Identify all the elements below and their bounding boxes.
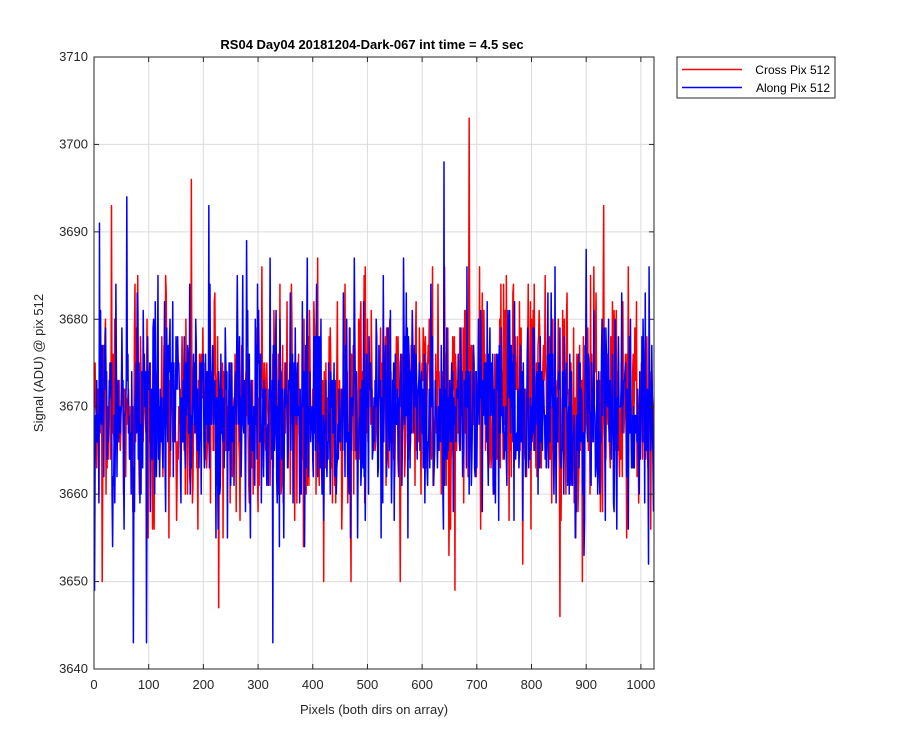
series-layer	[94, 117, 654, 644]
legend-label-cross: Cross Pix 512	[755, 63, 830, 77]
legend-box	[676, 56, 836, 99]
x-tick-label: 700	[466, 677, 488, 692]
x-tick-label: 100	[138, 677, 160, 692]
y-tick-label: 3650	[59, 574, 88, 589]
y-tick-label: 3660	[59, 486, 88, 501]
y-tick-label: 3690	[59, 224, 88, 239]
x-tick-label: 400	[302, 677, 324, 692]
x-tick-label: 500	[357, 677, 379, 692]
legend: Cross Pix 512 Along Pix 512	[676, 56, 836, 99]
x-tick-label: 800	[521, 677, 543, 692]
x-tick-label: 600	[411, 677, 433, 692]
y-tick-label: 3710	[59, 49, 88, 64]
x-tick-label: 900	[575, 677, 597, 692]
y-tick-label: 3680	[59, 311, 88, 326]
x-tick-label: 0	[90, 677, 97, 692]
y-tick-label: 3700	[59, 136, 88, 151]
x-tick-label: 1000	[626, 677, 655, 692]
legend-label-along: Along Pix 512	[756, 81, 830, 95]
axes-box	[93, 56, 655, 670]
x-axis-label: Pixels (both dirs on array)	[300, 702, 448, 717]
y-tick-label: 3670	[59, 399, 88, 414]
x-tick-label: 300	[247, 677, 269, 692]
series-line-along	[94, 161, 654, 644]
ticks: 0 100 200 300 400 500 600 700 800 900 1000 3640 3650…	[59, 49, 655, 692]
y-tick-label: 3640	[59, 661, 88, 676]
x-tick-label: 200	[193, 677, 215, 692]
plot-area	[94, 117, 654, 644]
y-axis-label: Signal (ADU) @ pix 512	[31, 294, 46, 432]
chart-title: RS04 Day04 20181204-Dark-067 int time = …	[220, 37, 523, 52]
